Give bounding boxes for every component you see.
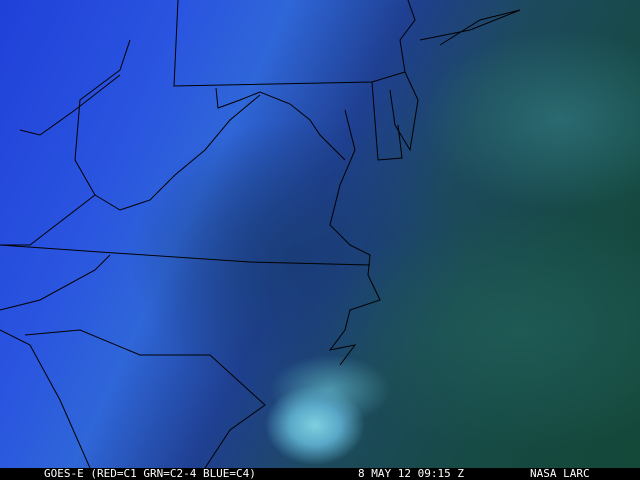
border-de (371, 81, 403, 161)
coast-ny (419, 9, 521, 46)
border-md-va (215, 87, 346, 161)
caption-bar: GOES-E (RED=C1 GRN=C2-4 BLUE=C4) 8 MAY 1… (0, 468, 640, 480)
border-tn (0, 254, 111, 311)
datetime-label: 8 MAY 12 09:15 Z (358, 467, 464, 480)
border-nj (389, 71, 419, 152)
border-oh (19, 74, 121, 136)
source-label: NASA LARC (530, 467, 590, 480)
border-wv-va (94, 94, 261, 211)
state-boundaries (0, 0, 640, 468)
satellite-image (0, 0, 640, 468)
border-pa-ny (173, 0, 416, 87)
border-wv (0, 39, 131, 246)
border-ga (0, 329, 91, 468)
satellite-label: GOES-E (RED=C1 GRN=C2-4 BLUE=C4) (44, 467, 256, 480)
coast-chesapeake (328, 109, 381, 366)
border-va-nc (0, 244, 371, 266)
border-nc-sc (24, 329, 266, 468)
